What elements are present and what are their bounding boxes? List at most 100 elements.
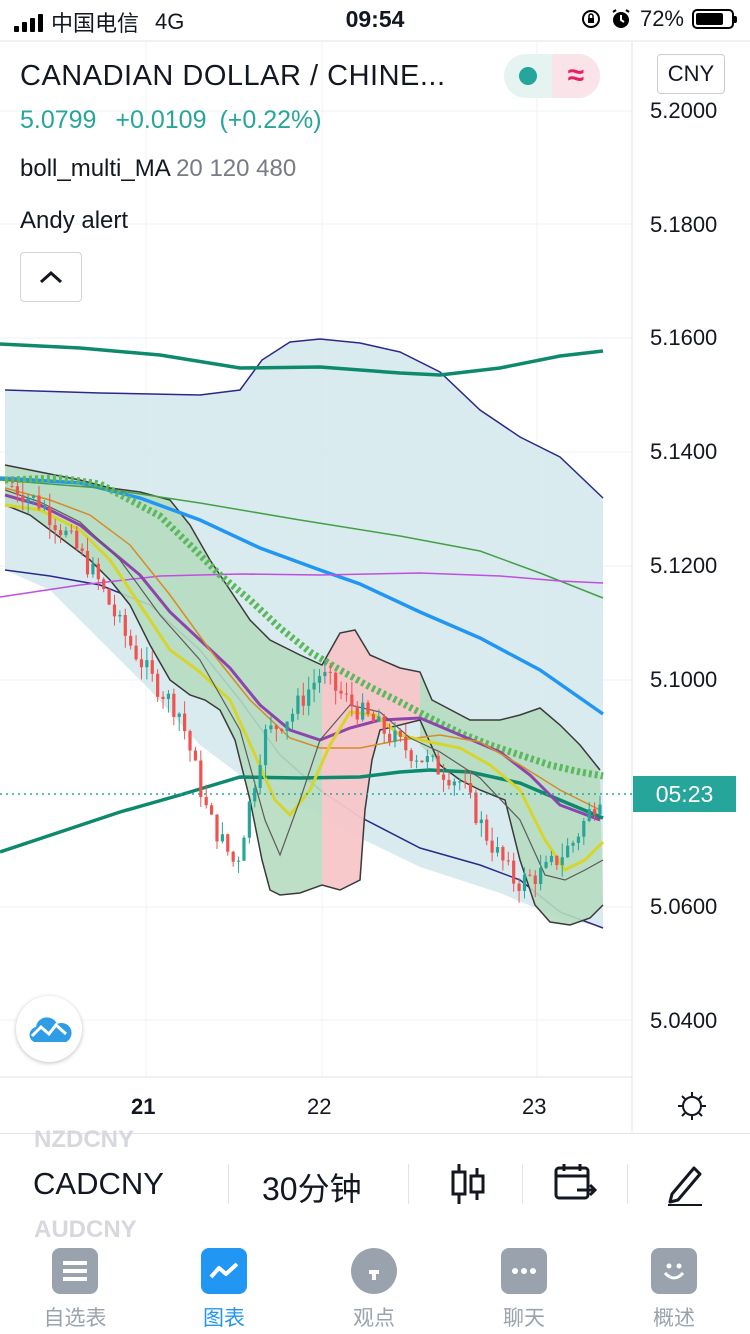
tab-chat[interactable]: 聊天 bbox=[469, 1248, 579, 1332]
y-tick: 5.1400 bbox=[650, 439, 718, 464]
candle-body bbox=[582, 820, 586, 837]
collapse-legend-button[interactable] bbox=[20, 252, 82, 302]
ma-upper-teal bbox=[0, 342, 604, 377]
network-label: 4G bbox=[155, 9, 185, 34]
candle-body bbox=[123, 614, 127, 636]
candle-body bbox=[290, 713, 295, 722]
tab-label: 聊天 bbox=[503, 1307, 545, 1330]
candle-body bbox=[371, 714, 376, 722]
y-tick: 5.1600 bbox=[650, 325, 718, 350]
candle-body bbox=[118, 614, 122, 617]
candle-body bbox=[75, 530, 79, 549]
chart-canvas[interactable] bbox=[0, 0, 750, 1132]
clock: 09:54 bbox=[345, 6, 405, 32]
tab-overview[interactable]: 概述 bbox=[619, 1248, 729, 1332]
candle-body bbox=[522, 874, 527, 891]
tab-chart[interactable]: 图表 bbox=[169, 1248, 279, 1332]
candle-body bbox=[501, 847, 505, 861]
candle-body bbox=[517, 883, 521, 891]
candle-body bbox=[593, 809, 597, 815]
candle-body bbox=[263, 729, 268, 766]
y-tick: 5.1000 bbox=[650, 667, 718, 692]
settings-button[interactable] bbox=[676, 1090, 708, 1127]
candle-body bbox=[361, 702, 365, 720]
ma-lower-teal bbox=[0, 768, 604, 854]
candle-body bbox=[172, 693, 176, 717]
candle-body bbox=[26, 497, 30, 503]
candle-body bbox=[431, 755, 435, 757]
candle-body bbox=[479, 819, 483, 824]
candle-body bbox=[69, 530, 73, 532]
candle-body bbox=[436, 755, 440, 775]
gear-icon bbox=[678, 1092, 706, 1120]
candle-body bbox=[280, 729, 284, 732]
ma-yellow bbox=[4, 503, 605, 872]
candle-body bbox=[549, 855, 554, 862]
candle-body bbox=[312, 682, 316, 690]
candle-body bbox=[393, 730, 397, 742]
candle-body bbox=[285, 721, 289, 732]
candle-body bbox=[307, 689, 311, 706]
tab-watchlist[interactable]: 自选表 bbox=[20, 1248, 130, 1332]
status-left: 中国电信 4G bbox=[14, 6, 184, 38]
candle-body bbox=[204, 797, 208, 806]
x-tick: 23 bbox=[522, 1094, 547, 1119]
alarm-icon bbox=[612, 9, 630, 28]
watchlist-icon bbox=[52, 1248, 98, 1294]
currency-badge[interactable]: CNY bbox=[657, 54, 725, 94]
candle-body bbox=[317, 676, 322, 683]
candle-body bbox=[414, 760, 419, 762]
ma-480-purple bbox=[0, 572, 604, 598]
candle-body bbox=[48, 506, 52, 526]
y-tick: 5.0600 bbox=[650, 894, 718, 919]
candle-body bbox=[398, 730, 403, 737]
quote-line: 5.0799 +0.0109 (+0.22%) bbox=[20, 106, 322, 135]
price-change-pct: (+0.22%) bbox=[219, 106, 322, 134]
candle-body bbox=[571, 842, 575, 846]
candle-body bbox=[355, 706, 359, 720]
candle-body bbox=[463, 781, 467, 784]
chart-style-button[interactable] bbox=[448, 1162, 488, 1211]
candle-body bbox=[328, 671, 332, 673]
candle-body bbox=[226, 834, 230, 852]
bottom-tab-bar: 自选表 图表 观点 聊天 概述 bbox=[0, 1238, 750, 1334]
tab-label: 图表 bbox=[203, 1307, 245, 1330]
candle-body bbox=[64, 530, 68, 536]
candle-body bbox=[301, 695, 305, 706]
price-change: +0.0109 bbox=[115, 106, 207, 134]
interval-selector[interactable]: 30分钟 bbox=[262, 1171, 362, 1207]
candle-body bbox=[490, 840, 494, 853]
tab-ideas[interactable]: 观点 bbox=[319, 1248, 429, 1332]
tab-label: 观点 bbox=[353, 1307, 395, 1330]
date-range-button[interactable] bbox=[553, 1162, 599, 1211]
x-tick: 22 bbox=[307, 1094, 332, 1119]
symbol-selector[interactable]: CADCNY bbox=[33, 1166, 164, 1201]
indicator-legend-alert[interactable]: Andy alert bbox=[20, 207, 128, 235]
drawing-tools-button[interactable] bbox=[664, 1162, 706, 1211]
candle-body bbox=[166, 693, 171, 700]
live-dot-icon[interactable] bbox=[504, 54, 552, 98]
pen-icon bbox=[668, 1166, 702, 1206]
tradingview-logo-button[interactable] bbox=[16, 996, 82, 1062]
bar-countdown-badge: 05:23 bbox=[633, 776, 736, 812]
y-tick: 5.1800 bbox=[650, 212, 718, 237]
chart-mode-toggle[interactable]: ≈ bbox=[504, 54, 600, 98]
candle-body bbox=[102, 579, 106, 590]
symbol-title[interactable]: CANADIAN DOLLAR / CHINE... bbox=[20, 60, 446, 92]
candle-body bbox=[15, 486, 19, 496]
candle-body bbox=[441, 774, 446, 780]
candle-body bbox=[334, 672, 338, 691]
indicator-legend-boll[interactable]: boll_multi_MA 20 120 480 bbox=[20, 155, 296, 183]
candle-body bbox=[220, 834, 224, 842]
compare-toggle-icon[interactable]: ≈ bbox=[552, 54, 600, 98]
step-dotted-green bbox=[4, 474, 604, 780]
candle-body bbox=[37, 495, 41, 509]
overview-icon bbox=[651, 1248, 697, 1294]
candle-body bbox=[350, 694, 354, 707]
candle-body bbox=[134, 645, 138, 660]
calendar-arrows-icon bbox=[554, 1164, 598, 1200]
y-tick: 5.2000 bbox=[650, 98, 718, 123]
tab-label: 概述 bbox=[653, 1307, 695, 1330]
candle-body bbox=[58, 530, 63, 536]
ideas-icon bbox=[351, 1248, 397, 1294]
